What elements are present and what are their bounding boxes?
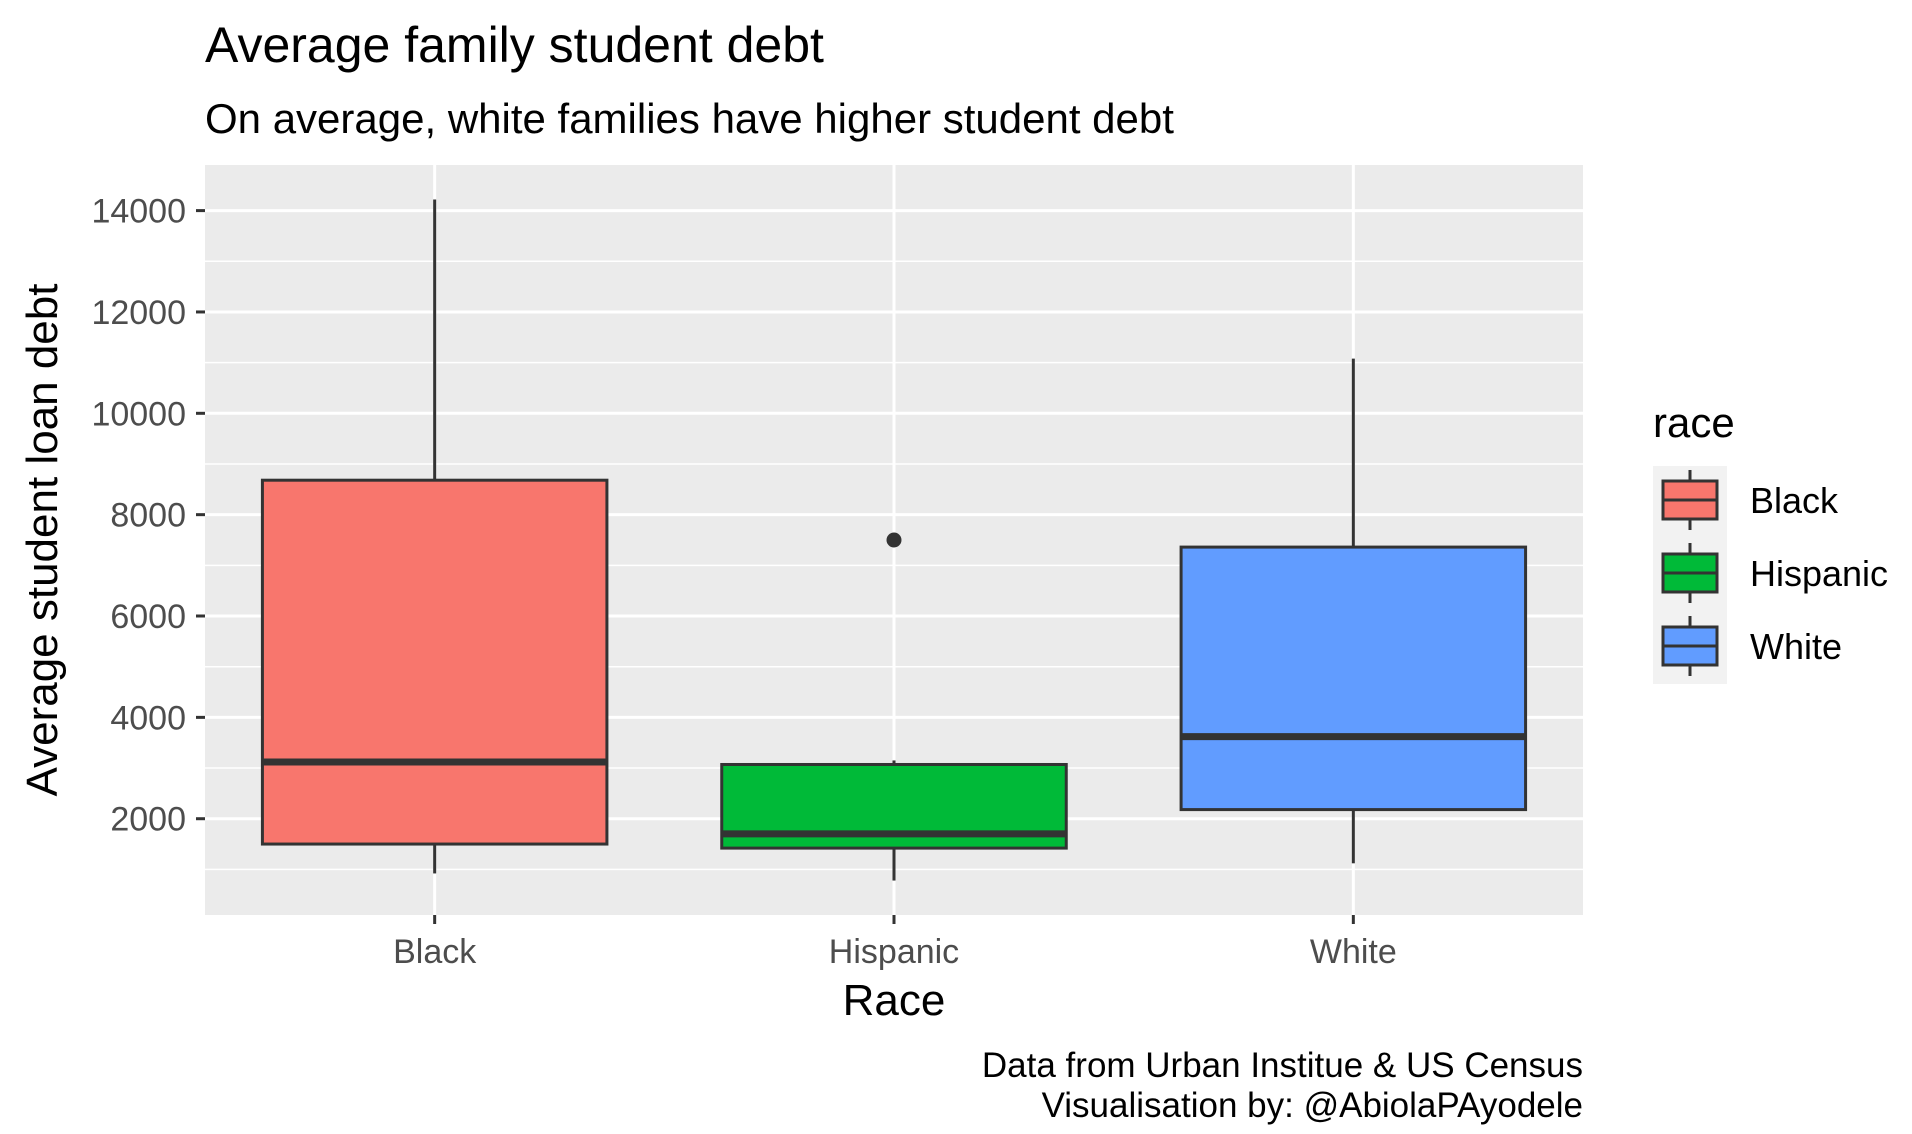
- legend-item-black: Black: [1661, 470, 1839, 530]
- chart-subtitle: On average, white families have higher s…: [205, 95, 1174, 142]
- legend-item-white: White: [1661, 616, 1842, 676]
- y-tick-label: 4000: [110, 699, 186, 737]
- boxes: [260, 199, 1528, 881]
- outlier-point: [886, 532, 902, 548]
- chart-title: Average family student debt: [205, 17, 824, 73]
- legend-item-hispanic: Hispanic: [1661, 543, 1888, 603]
- box-hispanic: [720, 532, 1068, 881]
- y-tick-label: 14000: [91, 193, 186, 231]
- box-body: [1179, 545, 1528, 812]
- caption-line-1: Data from Urban Institue & US Census: [982, 1046, 1583, 1085]
- y-tick-label: 10000: [91, 395, 186, 433]
- legend: race Black Hispanic White: [1653, 399, 1888, 684]
- legend-label: Hispanic: [1750, 553, 1888, 594]
- y-tick-label: 2000: [110, 801, 186, 839]
- y-axis: 2000 4000 6000 8000 10000 12000 14000: [91, 193, 205, 839]
- x-axis-title: Race: [843, 976, 946, 1025]
- y-tick-label: 8000: [110, 497, 186, 535]
- y-axis-title: Average student loan debt: [18, 284, 67, 797]
- legend-label: Black: [1750, 480, 1839, 521]
- x-tick-label: Black: [393, 933, 477, 971]
- box-black: [260, 199, 609, 874]
- legend-label: White: [1750, 626, 1842, 667]
- x-tick-label: White: [1310, 933, 1397, 971]
- box-white: [1179, 358, 1528, 864]
- y-tick-label: 6000: [110, 598, 186, 636]
- box-body: [260, 478, 609, 846]
- x-axis: Black Hispanic White: [393, 915, 1397, 971]
- y-tick-label: 12000: [91, 294, 186, 332]
- legend-title: race: [1653, 399, 1735, 446]
- caption-line-2: Visualisation by: @AbiolaPAyodele: [1042, 1086, 1583, 1125]
- x-tick-label: Hispanic: [829, 933, 959, 971]
